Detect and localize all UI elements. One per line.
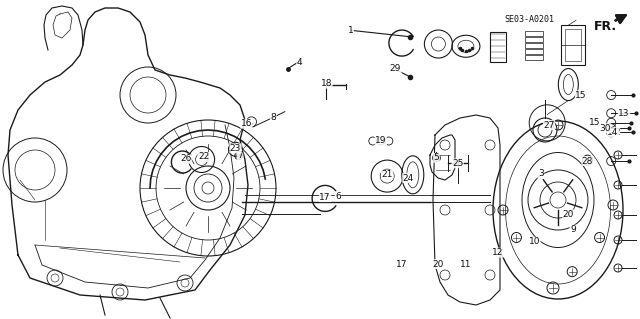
- Text: 24: 24: [403, 174, 414, 182]
- Bar: [525, 37, 543, 42]
- Circle shape: [235, 152, 243, 160]
- Text: 1: 1: [348, 26, 353, 35]
- Text: 26: 26: [180, 154, 191, 163]
- Text: 30: 30: [599, 124, 611, 133]
- Text: SE03-A0201: SE03-A0201: [504, 15, 554, 24]
- Text: 10: 10: [529, 237, 540, 246]
- Text: 17: 17: [396, 260, 408, 269]
- Text: 3: 3: [538, 169, 543, 178]
- Text: 2: 2: [614, 128, 620, 137]
- Text: 23: 23: [230, 144, 241, 153]
- Text: 13: 13: [618, 109, 630, 118]
- Text: 9: 9: [570, 225, 575, 234]
- Text: 16: 16: [241, 119, 252, 128]
- Bar: [525, 43, 543, 48]
- Text: FR.: FR.: [594, 20, 617, 33]
- Text: 17: 17: [319, 193, 331, 202]
- Bar: [490, 32, 506, 62]
- Text: 14: 14: [607, 128, 619, 137]
- Text: 20: 20: [563, 210, 574, 219]
- Text: 7: 7: [237, 151, 243, 160]
- Bar: [561, 25, 585, 65]
- Text: 8: 8: [271, 113, 276, 122]
- Bar: [525, 31, 543, 36]
- Text: 22: 22: [198, 152, 209, 161]
- Bar: [525, 49, 543, 54]
- Bar: [564, 29, 581, 61]
- Text: 21: 21: [381, 170, 393, 179]
- Text: 15: 15: [589, 118, 601, 127]
- Text: 5: 5: [434, 153, 439, 162]
- Text: 11: 11: [460, 260, 472, 269]
- Text: 20: 20: [433, 260, 444, 269]
- Text: 25: 25: [452, 159, 463, 168]
- Text: 4: 4: [297, 58, 302, 67]
- Text: 12: 12: [492, 248, 504, 257]
- Circle shape: [433, 154, 440, 162]
- Text: 18: 18: [321, 79, 332, 88]
- Text: 29: 29: [390, 64, 401, 73]
- Text: 28: 28: [582, 157, 593, 166]
- Text: 15: 15: [575, 91, 587, 100]
- Text: 27: 27: [543, 121, 555, 130]
- Text: 19: 19: [375, 137, 387, 145]
- Bar: [525, 55, 543, 60]
- Text: 6: 6: [335, 192, 340, 201]
